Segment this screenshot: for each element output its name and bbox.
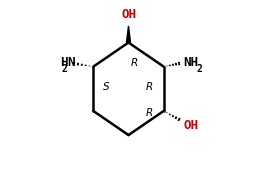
Text: S: S bbox=[103, 82, 110, 92]
Text: H: H bbox=[60, 56, 67, 69]
Polygon shape bbox=[126, 26, 131, 43]
Text: NH: NH bbox=[183, 56, 198, 69]
Text: 2: 2 bbox=[62, 64, 67, 74]
Text: N: N bbox=[68, 56, 75, 69]
Text: R: R bbox=[145, 82, 152, 92]
Text: OH: OH bbox=[184, 119, 199, 132]
Text: OH: OH bbox=[121, 8, 136, 21]
Text: R: R bbox=[130, 58, 138, 68]
Text: R: R bbox=[145, 108, 152, 118]
Text: 2: 2 bbox=[196, 64, 202, 74]
